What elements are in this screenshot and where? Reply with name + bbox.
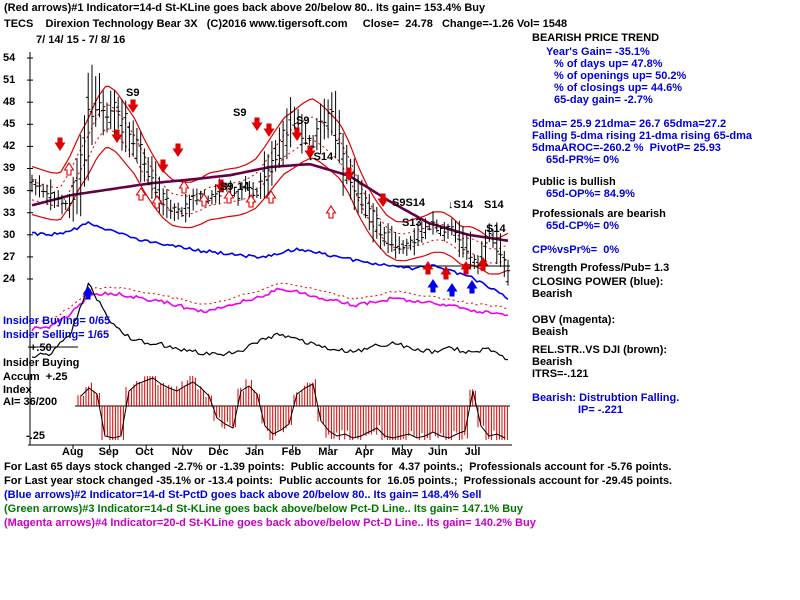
month-axis-label: Mar: [318, 446, 338, 458]
signal-label: S14: [484, 199, 504, 211]
panel-line: 65d-OP%= 84.9%: [546, 188, 635, 200]
month-axis-label: Nov: [171, 446, 193, 458]
panel-line: 65-day gain= -2.7%: [554, 94, 653, 106]
panel-line: 5dmaAROC=-260.2 % PivotP= 25.93: [532, 142, 721, 154]
month-axis-label: Jan: [245, 446, 264, 458]
price-axis-label: 24: [3, 273, 16, 285]
signal-label: ↓S14: [448, 199, 474, 211]
legend-line: For Last 65 days stock changed -2.7% or …: [4, 461, 672, 473]
legend-line: (Green arrows)#3 Indicator=14-d St-KLine…: [4, 503, 523, 515]
panel-line: Professionals are bearish: [532, 208, 666, 220]
price-axis-label: 45: [3, 118, 16, 131]
month-axis-label: Jul: [464, 446, 481, 458]
panel-line: % of openings up= 50.2%: [554, 70, 687, 82]
month-axis-label: May: [391, 446, 413, 458]
signal-label: S9: [126, 87, 139, 99]
left-indicator-label: Insider Buying= 0/65: [3, 315, 111, 327]
panel-line: CP%vsPr%= 0%: [532, 244, 620, 256]
panel-line: % of closings up= 44.6%: [554, 82, 683, 94]
candles-layer: [29, 64, 511, 286]
price-axis-label: 36: [3, 184, 16, 197]
panel-line: Falling 5-dma rising 21-dma rising 65-dm…: [532, 130, 753, 142]
price-axis-label: 51: [3, 74, 16, 87]
labels-layer: S9 S9 S9 ↓S14 S9-14 S9S14 S13 ↓S14 S14 S14: [126, 87, 506, 235]
axes-layer: [27, 52, 512, 449]
panel-line: BEARISH PRICE TREND: [532, 32, 660, 44]
price-axis-label: 39: [3, 162, 16, 175]
ticker-header: TECS Direxion Technology Bear 3X (C)2016…: [4, 18, 568, 30]
panel-line: Beaish: [532, 326, 569, 338]
signal-label: S9S14: [392, 197, 426, 209]
panel-line: Year's Gain= -35.1%: [546, 46, 650, 58]
signal-label: S14: [486, 223, 506, 235]
bands-layer: [31, 85, 509, 275]
price-axis-label: 30: [3, 228, 16, 241]
panel-line: % of days up= 47.8%: [554, 58, 663, 70]
panel-line: 65d-CP%= 0%: [546, 220, 620, 232]
signal-label: S9: [296, 115, 309, 127]
date-range: 7/ 14/ 15 - 7/ 8/ 16: [36, 34, 126, 46]
panel-line: OBV (magenta):: [532, 314, 616, 326]
panel-line: 5dma= 25.9 21dma= 26.7 65dma=27.2: [532, 118, 727, 130]
panel-line: 65d-PR%= 0%: [546, 154, 620, 166]
price-axis-label: 33: [3, 206, 16, 219]
panel-line: Bearish: Distrubtion Falling.: [532, 392, 680, 404]
month-axis-label: Feb: [281, 446, 302, 458]
legend-line: (Magenta arrows)#4 Indicator=20-d St-KLi…: [4, 517, 536, 529]
panel-line: Bearish: [532, 288, 573, 300]
left-indicator-label: Accum +.25: [3, 371, 68, 383]
month-axis-label: Dec: [208, 446, 229, 458]
legend-line: For Last year stock changed -35.1% or -1…: [4, 475, 673, 487]
panel-line: REL.STR..VS DJI (brown):: [532, 344, 668, 356]
month-axis-label: Jun: [428, 446, 448, 458]
month-axis-label: Apr: [354, 446, 374, 458]
chart-canvas[interactable]: S9 S9 S9 ↓S14 S9-14 S9S14 S13 ↓S14 S14 S14: [0, 0, 530, 460]
left-indicator-label: Insider Selling= 1/65: [3, 329, 110, 341]
month-axis-label: Oct: [135, 446, 154, 458]
signal-label: S9-14: [220, 181, 250, 193]
ma-layer: [31, 162, 509, 242]
panel-line: IP= -.221: [578, 404, 623, 416]
panel-line: Public is bullish: [532, 176, 616, 188]
price-axis-label: 42: [3, 140, 16, 153]
signal-label: S9: [233, 107, 246, 119]
indicator-legend-red: (Red arrows)#1 Indicator=14-d St-KLine g…: [4, 2, 486, 14]
bottom-legend: For Last 65 days stock changed -2.7% or …: [4, 460, 800, 530]
price-axis-label: 48: [3, 96, 16, 109]
accum-layer: [75, 376, 510, 440]
signal-label: S13: [402, 217, 422, 229]
panel-line: Strength Profess/Pub= 1.3: [532, 262, 670, 274]
left-indicator-label: +.50: [30, 342, 52, 354]
legend-line: (Blue arrows)#2 Indicator=14-d St-PctD g…: [4, 489, 482, 501]
left-indicator-label: AI= 36/200: [3, 396, 58, 408]
panel-line: CLOSING POWER (blue):: [532, 276, 664, 288]
arrows-layer: [54, 99, 489, 300]
signal-label: ↓S14: [308, 151, 334, 163]
left-indicator-label: Insider Buying: [3, 357, 80, 369]
price-axis-label: 54: [3, 51, 16, 64]
left-indicator-label: Index: [3, 384, 32, 396]
panel-line: ITRS=-.121: [532, 368, 589, 380]
lower-layer: [31, 282, 509, 361]
month-axis-label: Sep: [98, 446, 119, 458]
month-axis-label: Aug: [62, 446, 84, 458]
right-panel: BEARISH PRICE TREND Year's Gain= -35.1%% …: [532, 32, 800, 416]
price-axis-label: 27: [3, 250, 16, 263]
left-indicator-label: -.25: [26, 430, 45, 442]
panel-line: Bearish: [532, 356, 573, 368]
